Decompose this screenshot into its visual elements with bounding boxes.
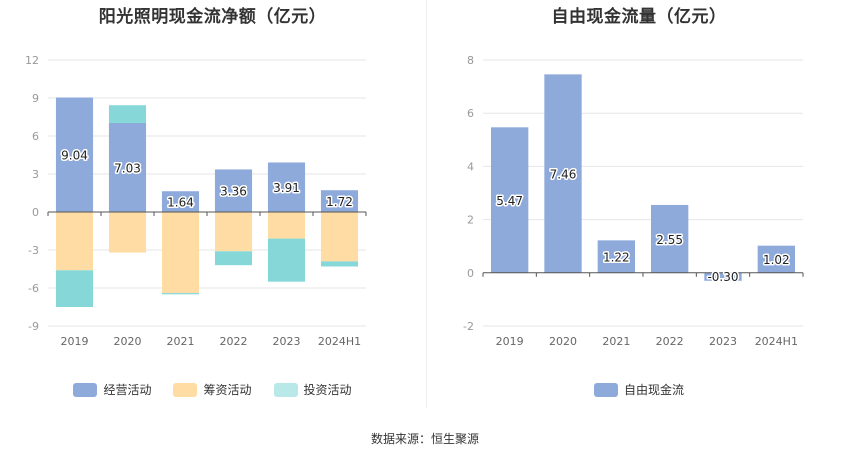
- bar[interactable]: [320, 212, 359, 262]
- data-source: 数据来源：恒生聚源: [370, 432, 479, 446]
- y-tick-label: 4: [467, 160, 474, 173]
- data-label: 1.64: [167, 196, 194, 210]
- y-tick-label: 6: [467, 107, 474, 120]
- x-tick-label: 2022: [656, 335, 684, 348]
- x-tick-label: 2021: [167, 335, 195, 348]
- bar[interactable]: [267, 162, 306, 212]
- bar[interactable]: [320, 190, 359, 212]
- x-tick-label: 2024H1: [755, 335, 798, 348]
- legend-swatch-free-cash-flow: [593, 382, 618, 397]
- bar[interactable]: [597, 240, 635, 273]
- bar[interactable]: [55, 97, 94, 212]
- legend-swatch-investing: [273, 382, 298, 397]
- legend-label: 经营活动: [103, 383, 152, 397]
- y-tick-label: 6: [32, 130, 39, 143]
- data-label: 2.55: [656, 233, 683, 247]
- data-label: 1.22: [603, 251, 630, 265]
- x-tick-label: 2021: [602, 335, 630, 348]
- data-label: 1.72: [326, 195, 353, 209]
- y-tick-label: 0: [32, 206, 39, 219]
- data-label: 7.03: [114, 161, 141, 175]
- panel-divider: [426, 0, 427, 408]
- bar[interactable]: [55, 212, 94, 271]
- bar[interactable]: [267, 212, 306, 239]
- y-tick-label: 8: [467, 54, 474, 67]
- bar[interactable]: [320, 261, 359, 267]
- x-tick-label: 2023: [709, 335, 737, 348]
- x-tick-label: 2019: [61, 335, 89, 348]
- bar[interactable]: [544, 74, 582, 273]
- bar[interactable]: [757, 245, 795, 273]
- y-tick-label: 0: [467, 267, 474, 280]
- y-tick-label: 9: [32, 92, 39, 105]
- net-cash-flow-chart: 阳光照明现金流净额（亿元） -9 -6 -3 0 3 6 9 12 2019 2020 2021 20…: [0, 0, 425, 410]
- chart-title: 阳光照明现金流净额（亿元）: [98, 7, 327, 27]
- legend-label: 投资活动: [303, 383, 352, 397]
- chart-title: 自由现金流量（亿元）: [551, 7, 727, 27]
- x-tick-label: 2019: [496, 335, 524, 348]
- y-tick-label: 12: [25, 54, 39, 67]
- legend: 自由现金流: [428, 381, 850, 398]
- bar[interactable]: [161, 293, 200, 295]
- data-label: 3.91: [273, 181, 300, 195]
- bar[interactable]: [55, 270, 94, 307]
- bar[interactable]: [108, 212, 147, 253]
- free-cash-flow-chart: 自由现金流量（亿元） -2 0 2 4 6 8 2019 2020 2021 2022 2023 20…: [428, 0, 850, 410]
- legend-label: 自由现金流: [623, 383, 684, 397]
- legend-item-free-cash-flow[interactable]: 自由现金流: [593, 381, 684, 398]
- x-tick-label: 2020: [549, 335, 577, 348]
- x-tick-label: 2022: [220, 335, 248, 348]
- bar[interactable]: [108, 122, 147, 212]
- data-label: 3.36: [220, 185, 247, 199]
- legend-swatch-financing: [173, 382, 198, 397]
- bar[interactable]: [651, 204, 689, 273]
- bar[interactable]: [704, 272, 742, 281]
- bar[interactable]: [491, 127, 529, 273]
- data-label: -0.30: [707, 270, 738, 284]
- y-tick-label: -3: [28, 244, 39, 257]
- bar[interactable]: [214, 169, 253, 212]
- y-tick-label: 3: [32, 168, 39, 181]
- net-cash-flow-plot: -9 -6 -3 0 3 6 9 12 2019 2020 2021 2022 2023 2024H1 9.…: [25, 54, 367, 348]
- y-tick-label: -6: [28, 282, 39, 295]
- free-cash-flow-plot: -2 0 2 4 6 8 2019 2020 2021 2022 2023 2024H1 5.47 7.4…: [463, 54, 804, 348]
- bar[interactable]: [214, 251, 253, 266]
- x-tick-label: 2024H1: [318, 335, 361, 348]
- bar[interactable]: [214, 212, 253, 252]
- bar[interactable]: [161, 191, 200, 212]
- x-tick-label: 2023: [273, 335, 301, 348]
- legend-item-financing[interactable]: 筹资活动: [173, 381, 252, 398]
- y-tick-label: -9: [28, 320, 39, 333]
- data-label: 7.46: [550, 168, 577, 182]
- legend-item-investing[interactable]: 投资活动: [273, 381, 352, 398]
- bar[interactable]: [267, 238, 306, 282]
- legend-swatch-operating: [73, 382, 98, 397]
- y-tick-label: 2: [467, 214, 474, 227]
- data-label: 1.02: [763, 253, 790, 267]
- legend: 经营活动 筹资活动 投资活动: [0, 381, 425, 398]
- data-label: 5.47: [496, 194, 523, 208]
- x-tick-label: 2020: [114, 335, 142, 348]
- data-label: 9.04: [61, 149, 88, 163]
- legend-item-operating[interactable]: 经营活动: [73, 381, 151, 398]
- bar[interactable]: [108, 105, 147, 123]
- y-tick-label: -2: [463, 320, 474, 333]
- legend-label: 筹资活动: [203, 383, 252, 397]
- bar[interactable]: [161, 212, 200, 294]
